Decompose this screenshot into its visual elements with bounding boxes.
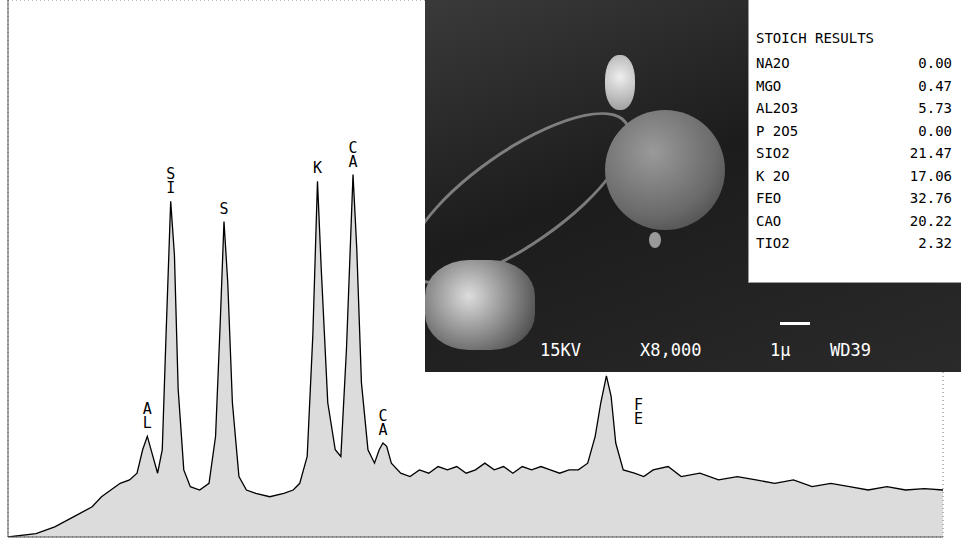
svg-text:FE: FE (634, 396, 643, 428)
html-text:21.47: 21.47 (909, 145, 952, 161)
html-text:FEO: FEO (756, 190, 782, 206)
html-text:X8,000: X8,000 (640, 340, 702, 360)
html-text:0.00: 0.00 (918, 55, 952, 71)
html-text:SIO2: SIO2 (756, 145, 790, 161)
html-text:CAO: CAO (756, 212, 782, 229)
svg-text:SI: SI (166, 165, 175, 197)
svg-text:K: K (313, 159, 322, 177)
html-text:NA2O: NA2O (756, 55, 790, 71)
svg-text:CA: CA (378, 407, 387, 439)
html-text:K 2O: K 2O (756, 167, 790, 184)
html-text:15KV: 15KV (540, 340, 581, 360)
svg-text:S: S (219, 200, 228, 218)
html-text:AL2O3: AL2O3 (756, 100, 799, 116)
html-text:STOICH RESULTS: STOICH RESULTS (756, 30, 874, 46)
html-text:TIO2: TIO2 (756, 235, 790, 251)
html-text:P 2O5: P 2O5 (756, 122, 799, 139)
html-text:17.06: 17.06 (909, 167, 952, 184)
html-text:2.32: 2.32 (918, 235, 952, 251)
svg-text:CA: CA (348, 139, 357, 171)
html-text:MGO: MGO (756, 77, 782, 94)
html-text:32.76: 32.76 (909, 190, 952, 206)
svg-text:AL: AL (143, 400, 152, 432)
html-text:0.00: 0.00 (918, 122, 952, 139)
html-text:5.73: 5.73 (918, 100, 952, 116)
html-text:20.22: 20.22 (909, 212, 952, 229)
html-text:1μ: 1μ (770, 340, 791, 360)
html-text:WD39: WD39 (830, 340, 871, 360)
html-text:0.47: 0.47 (918, 77, 952, 94)
